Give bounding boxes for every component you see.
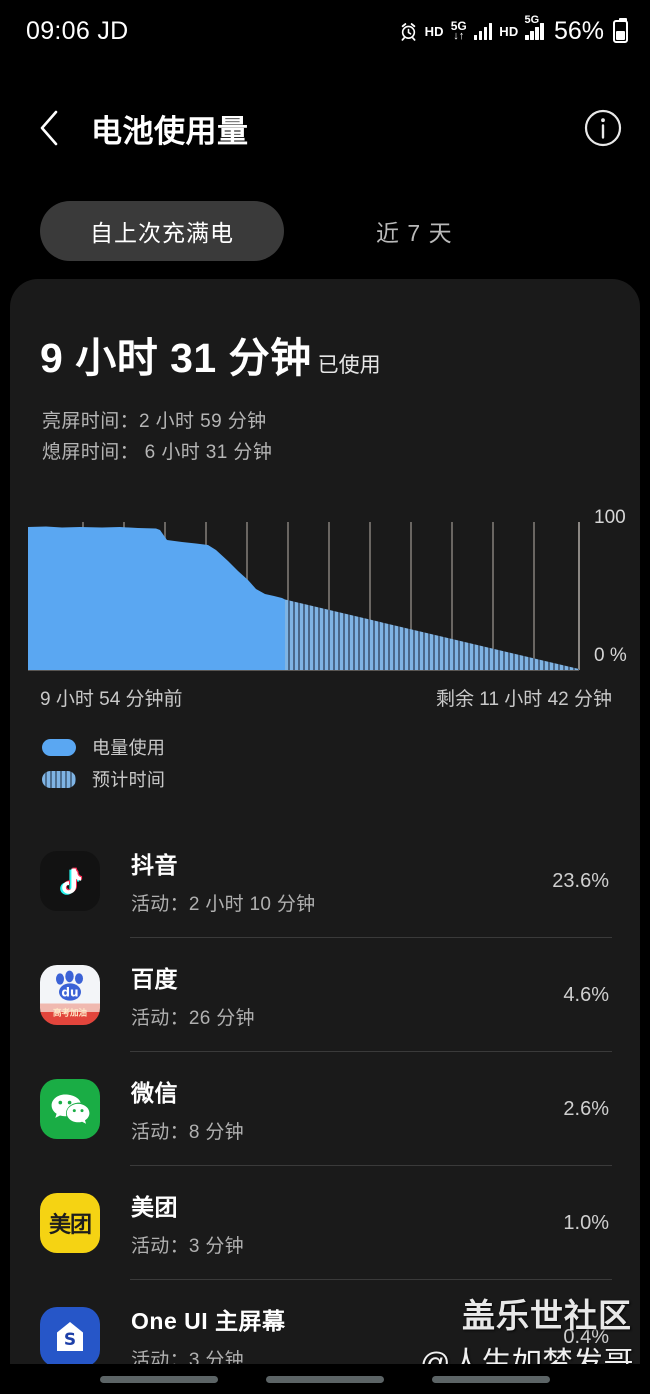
app-percent: 2.6% xyxy=(563,1097,609,1120)
screen-on-time: 亮屏时间：2 小时 59 分钟 xyxy=(42,411,267,432)
info-button[interactable] xyxy=(582,107,624,149)
screen-off-time: 熄屏时间： 6 小时 31 分钟 xyxy=(42,442,273,463)
app-percent: 1.0% xyxy=(563,1211,609,1234)
list-item-text: 微信 活动：8 分钟 xyxy=(131,1074,563,1144)
usage-duration-suffix: 已使用 xyxy=(317,354,381,377)
battery-percent-label: 56% xyxy=(553,16,604,45)
wechat-icon xyxy=(40,1079,100,1139)
list-item[interactable]: 抖音 活动：2 小时 10 分钟 23.6% xyxy=(10,824,640,938)
usage-duration: 9 小时 31 分钟 xyxy=(40,335,312,381)
battery-chart xyxy=(10,508,640,693)
douyin-icon xyxy=(40,851,100,911)
signal-bars-icon-2 xyxy=(525,22,544,40)
list-divider xyxy=(130,1279,612,1280)
hd-label-2: HD xyxy=(499,23,519,39)
chart-footer: 9 小时 54 分钟前 剩余 11 小时 42 分钟 xyxy=(10,684,640,714)
nav-home-button[interactable] xyxy=(266,1375,384,1383)
list-item[interactable]: 微信 活动：8 分钟 2.6% xyxy=(10,1052,640,1166)
status-time: 09:06 xyxy=(26,16,91,45)
hd-label-1: HD xyxy=(424,23,444,39)
legend-item-predicted: 预计时间 xyxy=(42,766,165,792)
list-divider xyxy=(130,1051,612,1052)
app-activity: 活动：26 分钟 xyxy=(131,1008,255,1029)
data-arrows-icon: ↓↑ xyxy=(453,30,465,42)
list-item[interactable]: 美团 美团 活动：3 分钟 1.0% xyxy=(10,1166,640,1280)
app-name: 微信 xyxy=(131,1080,178,1106)
tab-bar: 自上次充满电 近 7 天 xyxy=(0,200,650,262)
network-5g-label-1: 5G xyxy=(450,19,467,33)
usage-summary: 9 小时 31 分钟 已使用 xyxy=(40,324,381,384)
chart-y-max-label: 100 xyxy=(594,507,626,528)
info-circle-icon xyxy=(584,109,622,147)
app-bar: 电池使用量 xyxy=(0,95,650,161)
legend-label-predicted: 预计时间 xyxy=(92,770,166,790)
network-5g-icon-1: 5G ↓↑ xyxy=(451,20,467,42)
app-percent: 0.4% xyxy=(563,1325,609,1348)
tab-label: 自上次充满电 xyxy=(90,220,234,246)
chart-end-label: 剩余 11 小时 42 分钟 xyxy=(436,689,612,710)
baidu-icon: du 高考加油 xyxy=(40,965,100,1025)
app-activity: 活动：2 小时 10 分钟 xyxy=(131,894,316,915)
chart-y-min-label: 0 % xyxy=(594,645,627,666)
battery-icon xyxy=(613,17,628,43)
alarm-clock-icon xyxy=(399,22,418,41)
app-usage-list: 抖音 活动：2 小时 10 分钟 23.6% du 高考 xyxy=(10,824,640,1394)
status-bar-right: HD 5G ↓↑ HD 5G 56% xyxy=(399,14,628,46)
battery-card: 9 小时 31 分钟 已使用 亮屏时间：2 小时 59 分钟 熄屏时间： 6 小… xyxy=(10,279,640,1394)
list-item-text: 抖音 活动：2 小时 10 分钟 xyxy=(131,846,552,916)
status-bar: 09:06 JD HD 5G ↓↑ HD 5G xyxy=(0,0,650,62)
signal-bars-icon-1 xyxy=(473,22,493,40)
list-item[interactable]: S One UI 主屏幕 活动：3 分钟 0.4% xyxy=(10,1280,640,1394)
nav-back-button[interactable] xyxy=(432,1375,550,1383)
tab-label: 近 7 天 xyxy=(376,220,453,246)
list-divider xyxy=(130,1165,612,1166)
tab-last-7-days[interactable]: 近 7 天 xyxy=(362,201,467,261)
oneui-home-icon: S xyxy=(40,1307,100,1367)
status-bar-left: 09:06 JD xyxy=(26,17,128,46)
page-title: 电池使用量 xyxy=(91,113,249,149)
meituan-icon: 美团 xyxy=(40,1193,100,1253)
legend-label-used: 电量使用 xyxy=(92,738,166,758)
app-percent: 23.6% xyxy=(552,869,609,892)
chart-area-predicted xyxy=(285,599,579,670)
chart-start-label: 9 小时 54 分钟前 xyxy=(40,689,183,710)
svg-text:S: S xyxy=(64,1330,76,1350)
chevron-left-icon xyxy=(40,110,58,146)
chart-legend: 电量使用 预计时间 xyxy=(42,734,165,798)
app-name: 美团 xyxy=(131,1194,178,1220)
chart-area-used xyxy=(28,526,285,670)
svg-text:高考加油: 高考加油 xyxy=(53,1008,87,1019)
list-divider xyxy=(130,937,612,938)
app-percent: 4.6% xyxy=(563,983,609,1006)
app-activity: 活动：8 分钟 xyxy=(131,1122,244,1143)
list-item-text: 美团 活动：3 分钟 xyxy=(131,1188,563,1258)
nav-recents-button[interactable] xyxy=(100,1375,218,1383)
legend-item-used: 电量使用 xyxy=(42,734,165,760)
app-name: 抖音 xyxy=(131,852,178,878)
app-name: 百度 xyxy=(131,966,178,992)
legend-swatch-used xyxy=(42,738,76,756)
system-nav-bar xyxy=(0,1364,650,1394)
network-5g-icon-2: 5G xyxy=(524,14,544,40)
svg-text:du: du xyxy=(61,985,78,999)
watermark-community: 盖乐世社区 xyxy=(462,1297,632,1334)
tab-since-last-full-charge[interactable]: 自上次充满电 xyxy=(40,201,284,261)
list-item-text: One UI 主屏幕 活动：3 分钟 xyxy=(131,1302,563,1372)
app-name: One UI 主屏幕 xyxy=(131,1308,286,1334)
status-carrier: JD xyxy=(97,16,129,45)
list-item[interactable]: du 高考加油 百度 活动：26 分钟 4.6% xyxy=(10,938,640,1052)
network-5g-label-2: 5G xyxy=(524,13,540,26)
legend-swatch-predicted xyxy=(42,770,76,788)
app-activity: 活动：3 分钟 xyxy=(131,1236,244,1257)
back-button[interactable] xyxy=(22,100,78,156)
list-item-text: 百度 活动：26 分钟 xyxy=(131,960,563,1030)
battery-chart-svg xyxy=(28,522,580,671)
